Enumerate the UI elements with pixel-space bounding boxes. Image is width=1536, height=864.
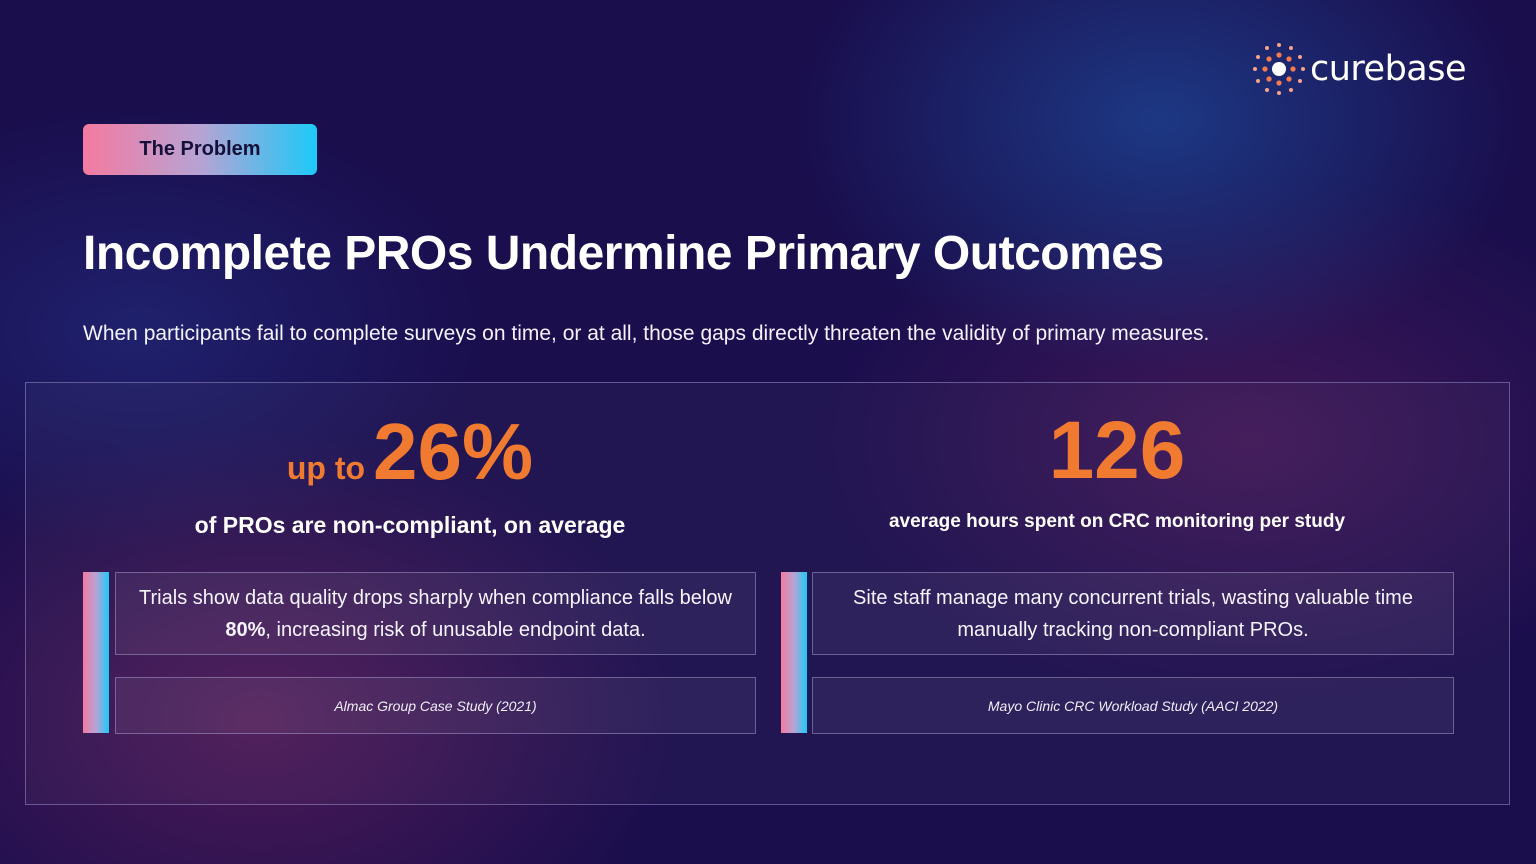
brand-name: curebase — [1310, 49, 1467, 89]
stat-value: 126 — [1048, 405, 1186, 496]
stat-detail-text: Site staff manage many concurrent trials… — [853, 586, 1413, 641]
stat-detail-text: Trials show data quality drops sharply w… — [136, 582, 735, 646]
stats-panel — [25, 382, 1510, 805]
detail-text-part: , increasing risk of unusable endpoint d… — [265, 618, 646, 641]
detail-text-part: Trials show data quality drops sharply w… — [139, 586, 732, 609]
stat-detail-box: Trials show data quality drops sharply w… — [115, 572, 756, 655]
detail-text-highlight: 80% — [225, 618, 266, 641]
stat-caption: average hours spent on CRC monitoring pe… — [888, 511, 1346, 532]
stat-crc-hours: 126 — [781, 404, 1453, 498]
section-badge: The Problem — [83, 124, 317, 175]
page-subtitle: When participants fail to complete surve… — [83, 322, 1210, 345]
source-citation: Almac Group Case Study (2021) — [115, 677, 756, 734]
stat-value: 26% — [373, 407, 534, 496]
curebase-logo: curebase — [1250, 40, 1467, 98]
stat-prefix: up to — [286, 450, 366, 486]
stat-caption: of PROs are non-compliant, on average — [194, 512, 626, 538]
stat-non-compliance: up to 26% — [83, 406, 737, 498]
accent-bar — [83, 572, 109, 733]
stat-detail-box: Site staff manage many concurrent trials… — [812, 572, 1454, 655]
source-citation: Mayo Clinic CRC Workload Study (AACI 202… — [812, 677, 1454, 734]
sunburst-dot-logo-icon — [1253, 43, 1305, 95]
page-title: Incomplete PROs Undermine Primary Outcom… — [83, 227, 1164, 280]
accent-bar — [781, 572, 807, 733]
